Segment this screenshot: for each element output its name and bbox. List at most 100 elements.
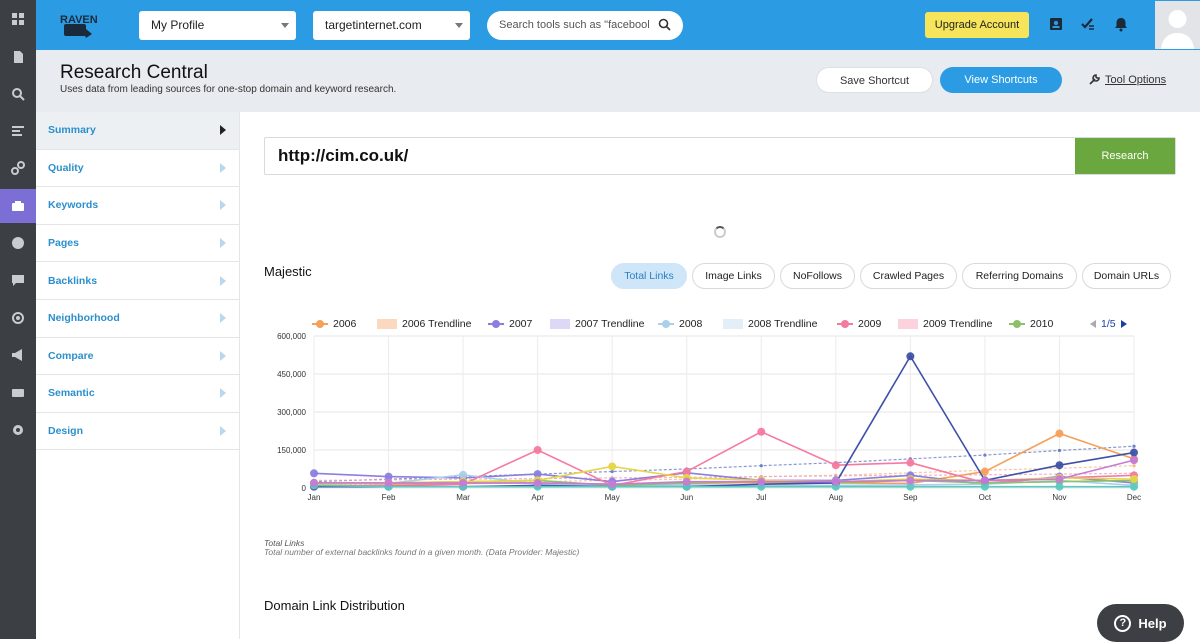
upgrade-account-button[interactable]: Upgrade Account: [925, 12, 1029, 38]
nav-item-label: Backlinks: [48, 274, 98, 287]
document-icon[interactable]: [0, 40, 36, 74]
nav-item-backlinks[interactable]: Backlinks: [36, 262, 239, 300]
data-point: [533, 478, 542, 487]
trendline-point: [759, 464, 763, 468]
tool-search[interactable]: [487, 11, 683, 40]
arrow-right-icon: [220, 238, 226, 249]
chart-caption-description: Total number of external backlinks found…: [264, 547, 580, 557]
nav-item-quality[interactable]: Quality: [36, 150, 239, 188]
user-avatar[interactable]: [1155, 1, 1200, 49]
tasks-check-icon[interactable]: [1080, 16, 1096, 32]
legend-swatch: [658, 320, 674, 328]
save-shortcut-button[interactable]: Save Shortcut: [816, 67, 933, 93]
legend-item[interactable]: 2008 Trendline: [723, 318, 817, 330]
legend-swatch: [837, 320, 853, 328]
legend-item[interactable]: 2006: [312, 318, 356, 330]
tab-domain-urls[interactable]: Domain URLs: [1082, 263, 1171, 289]
nav-item-pages[interactable]: Pages: [36, 225, 239, 263]
contact-card-icon[interactable]: [1048, 16, 1064, 32]
search-input[interactable]: [499, 19, 649, 31]
legend-label: 2010: [1030, 318, 1054, 330]
info-icon[interactable]: [0, 226, 36, 260]
tool-options-label: Tool Options: [1105, 73, 1167, 86]
user-silhouette-icon: [1161, 10, 1194, 49]
arrow-right-icon: [220, 313, 226, 324]
data-point: [1130, 456, 1138, 465]
legend-item[interactable]: 2007 Trendline: [550, 318, 644, 330]
data-point: [310, 478, 318, 487]
tab-referring-domains[interactable]: Referring Domains: [962, 263, 1077, 289]
nav-item-label: Quality: [48, 161, 84, 174]
data-point: [831, 461, 840, 470]
legend-item[interactable]: 2010: [1009, 318, 1053, 330]
megaphone-icon[interactable]: [0, 338, 36, 372]
x-tick-label: Feb: [382, 493, 396, 502]
help-label: Help: [1138, 615, 1167, 631]
pager-next-icon[interactable]: [1120, 320, 1127, 328]
pager-prev-icon[interactable]: [1090, 320, 1096, 328]
domain-select-value: targetinternet.com: [325, 18, 422, 32]
legend-swatch: [723, 319, 743, 329]
legend-item[interactable]: 2009: [837, 318, 881, 330]
dashboard-icon[interactable]: [0, 2, 36, 36]
view-shortcuts-button[interactable]: View Shortcuts: [940, 67, 1062, 93]
report-icon[interactable]: [0, 114, 36, 148]
x-tick-label: Jun: [680, 493, 693, 502]
legend-item[interactable]: 2007: [488, 318, 532, 330]
nav-item-keywords[interactable]: Keywords: [36, 187, 239, 225]
legend-item[interactable]: 2008: [658, 318, 702, 330]
research-button[interactable]: Research: [1075, 138, 1175, 174]
legend-swatch: [898, 319, 918, 329]
icon-rail: [0, 0, 36, 639]
link-icon[interactable]: [0, 151, 36, 185]
nav-item-label: Neighborhood: [48, 312, 120, 325]
page-title: Research Central: [60, 62, 208, 83]
raven-logo[interactable]: RAVEN: [58, 10, 102, 40]
data-point: [831, 477, 840, 486]
legend-item[interactable]: 2006 Trendline: [377, 318, 471, 330]
data-point: [1055, 482, 1064, 491]
tab-image-links[interactable]: Image Links: [692, 263, 775, 289]
arrow-right-icon: [220, 388, 226, 399]
data-point: [906, 476, 915, 485]
total-links-chart: 0 150,000 300,000 450,000 600,000 Jan Feb Mar Ap…: [277, 332, 1141, 502]
nav-item-semantic[interactable]: Semantic: [36, 375, 239, 413]
bell-icon[interactable]: [1113, 16, 1129, 32]
y-tick-label: 0: [302, 484, 307, 493]
data-point: [608, 480, 617, 489]
tab-total-links[interactable]: Total Links: [611, 263, 687, 289]
legend-item[interactable]: 2009 Trendline: [898, 318, 992, 330]
page-subtitle: Uses data from leading sources for one-s…: [60, 84, 397, 95]
data-point: [682, 477, 691, 486]
tab-nofollows[interactable]: NoFollows: [780, 263, 855, 289]
data-point: [906, 458, 915, 467]
nav-item-summary[interactable]: Summary: [36, 112, 239, 150]
chat-icon[interactable]: [0, 263, 36, 297]
domain-select[interactable]: targetinternet.com: [313, 11, 470, 40]
tool-options-link[interactable]: Tool Options: [1088, 73, 1166, 86]
x-tick-label: Aug: [829, 493, 843, 502]
gear-icon[interactable]: [0, 413, 36, 447]
profile-select[interactable]: My Profile: [139, 11, 296, 40]
chart-caption-title: Total Links: [264, 538, 305, 548]
legend-label: 2009 Trendline: [923, 318, 993, 330]
domain-link-distribution-title: Domain Link Distribution: [264, 598, 405, 613]
loading-spinner-icon: [714, 226, 726, 238]
data-point: [459, 478, 468, 487]
search-icon[interactable]: [658, 18, 671, 31]
research-icon[interactable]: [0, 189, 36, 223]
trendline-point: [1057, 448, 1062, 453]
search-icon[interactable]: [0, 77, 36, 111]
nav-item-compare[interactable]: Compare: [36, 338, 239, 376]
arrow-right-icon: [220, 426, 226, 437]
help-button[interactable]: ? Help: [1097, 604, 1184, 642]
nav-item-neighborhood[interactable]: Neighborhood: [36, 300, 239, 338]
url-input[interactable]: [278, 146, 1058, 166]
tab-crawled-pages[interactable]: Crawled Pages: [860, 263, 957, 289]
arrow-right-icon: [220, 162, 226, 173]
nav-item-design[interactable]: Design: [36, 413, 239, 451]
legend-label: 2007 Trendline: [575, 318, 645, 330]
target-icon[interactable]: [0, 301, 36, 335]
trendline-point: [983, 453, 987, 457]
card-icon[interactable]: [0, 376, 36, 410]
